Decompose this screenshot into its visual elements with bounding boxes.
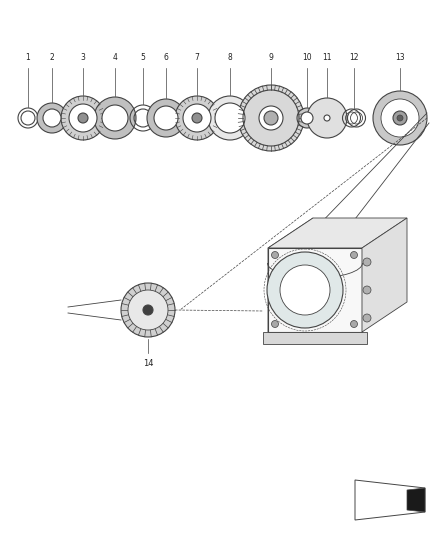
Circle shape	[363, 258, 371, 266]
Circle shape	[121, 283, 175, 337]
Circle shape	[297, 108, 317, 128]
Polygon shape	[268, 218, 407, 248]
Circle shape	[238, 85, 304, 151]
Text: 14: 14	[143, 359, 153, 368]
Circle shape	[78, 113, 88, 123]
Circle shape	[324, 115, 330, 121]
Circle shape	[267, 252, 343, 328]
Polygon shape	[407, 488, 425, 512]
Circle shape	[301, 112, 313, 124]
Text: 10: 10	[302, 53, 312, 62]
Circle shape	[37, 103, 67, 133]
Circle shape	[373, 91, 427, 145]
Circle shape	[381, 99, 419, 137]
Polygon shape	[362, 218, 407, 332]
Circle shape	[208, 96, 252, 140]
Text: 4: 4	[113, 53, 117, 62]
Circle shape	[264, 111, 278, 125]
Circle shape	[147, 99, 185, 137]
Circle shape	[43, 109, 61, 127]
Circle shape	[307, 98, 347, 138]
Text: 13: 13	[395, 53, 405, 62]
Text: 2: 2	[49, 53, 54, 62]
Circle shape	[175, 96, 219, 140]
Circle shape	[102, 105, 128, 131]
Polygon shape	[263, 332, 367, 344]
Circle shape	[192, 113, 202, 123]
Circle shape	[363, 286, 371, 294]
Circle shape	[183, 104, 211, 132]
Circle shape	[350, 252, 357, 259]
Circle shape	[272, 320, 279, 327]
Text: 12: 12	[349, 53, 359, 62]
Circle shape	[215, 103, 245, 133]
Text: 9: 9	[268, 53, 273, 62]
Polygon shape	[268, 248, 362, 332]
Text: 11: 11	[322, 53, 332, 62]
Circle shape	[272, 252, 279, 259]
Circle shape	[69, 104, 97, 132]
Text: 6: 6	[163, 53, 169, 62]
Text: 8: 8	[228, 53, 233, 62]
Circle shape	[154, 106, 178, 130]
Text: 1: 1	[26, 53, 30, 62]
Circle shape	[350, 320, 357, 327]
Circle shape	[363, 314, 371, 322]
Circle shape	[397, 115, 403, 121]
Circle shape	[128, 290, 168, 330]
Text: 5: 5	[141, 53, 145, 62]
Circle shape	[61, 96, 105, 140]
Circle shape	[280, 265, 330, 315]
Text: 7: 7	[194, 53, 199, 62]
Polygon shape	[268, 218, 313, 332]
Circle shape	[259, 106, 283, 130]
Circle shape	[94, 97, 136, 139]
Circle shape	[393, 111, 407, 125]
Text: 3: 3	[81, 53, 85, 62]
Circle shape	[143, 305, 153, 315]
